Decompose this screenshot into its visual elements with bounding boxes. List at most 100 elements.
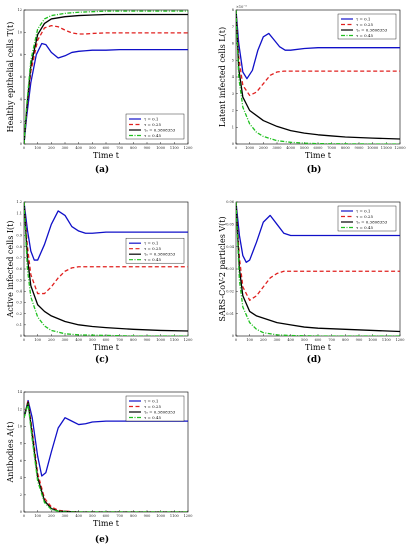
x-tick-label: 400 [75, 338, 82, 342]
y-axis-label: Active infected cells I(t) [6, 221, 15, 319]
y-tick-label: 1.1 [16, 211, 22, 215]
series-line-4 [24, 10, 188, 144]
x-tick-label: 100 [34, 338, 41, 342]
series-line-2 [236, 10, 400, 97]
x-tick-label: 700 [328, 338, 335, 342]
x-tick-label: 4000 [286, 146, 295, 150]
x-axis-label: Time t [93, 343, 120, 352]
y-tick-label: 4 [20, 476, 23, 480]
x-tick-label: 10000 [367, 146, 378, 150]
y-tick-label: 0.05 [226, 223, 234, 227]
y-tick-label: 1 [232, 125, 234, 129]
y-tick-label: 0.2 [16, 312, 22, 316]
y-tick-label: 2 [232, 109, 234, 113]
series-line-1 [24, 42, 188, 144]
y-tick-label: 10 [18, 424, 22, 428]
series-line-1 [236, 202, 400, 263]
x-tick-label: 600 [315, 338, 322, 342]
x-tick-label: 900 [144, 514, 151, 518]
x-tick-label: 700 [116, 338, 123, 342]
series-line-2 [24, 24, 188, 144]
x-tick-label: 1000 [156, 146, 165, 150]
legend-label: τ = 0.45 [144, 415, 161, 420]
legend-label: τ = 0.25 [356, 22, 373, 27]
legend-box [125, 395, 185, 422]
panel-caption: (a) [95, 164, 109, 175]
x-tick-label: 300 [62, 146, 69, 150]
x-tick-label: 500 [89, 338, 96, 342]
y-tick-label: 8 [20, 53, 22, 57]
x-tick-label: 300 [62, 338, 69, 342]
x-tick-label: 400 [75, 514, 82, 518]
x-tick-label: 700 [116, 514, 123, 518]
panel-caption: (c) [95, 354, 109, 365]
x-tick-label: 1200 [396, 338, 405, 342]
x-tick-label: 700 [116, 146, 123, 150]
x-axis-label: Time t [93, 519, 120, 528]
legend-label: τ = 0.45 [144, 133, 161, 138]
y-tick-label: 0.06 [226, 200, 234, 204]
y-tick-label: 2 [20, 493, 22, 497]
y-tick-label: 0.5 [16, 278, 22, 282]
series-line-1 [24, 202, 188, 261]
x-tick-label: 3000 [273, 146, 282, 150]
legend-box [337, 13, 397, 40]
y-tick-label: 4 [20, 98, 23, 102]
plot-frame [23, 201, 189, 337]
x-tick-label: 0 [23, 146, 25, 150]
chart-panel-3: 0 100 200 300 400 500 600 700 800 900 1000 1100 1200… [6, 200, 192, 365]
x-tick-label: 500 [89, 514, 96, 518]
series-line-2 [24, 202, 188, 295]
y-tick-label: 14 [18, 390, 23, 394]
legend-label: τ = 0.45 [356, 33, 373, 38]
x-tick-label: 1200 [184, 514, 193, 518]
x-tick-label: 1000 [368, 338, 377, 342]
y-tick-label: 1 [20, 223, 22, 227]
y-tick-label: 0.04 [226, 245, 235, 249]
series-line-4 [236, 202, 400, 336]
series-line-3 [24, 202, 188, 332]
legend-label: τ = 0.1 [144, 241, 158, 246]
x-tick-label: 200 [48, 338, 55, 342]
y-multiplier: ×10⁻³ [236, 5, 247, 9]
y-tick-label: 6 [232, 42, 234, 46]
x-tick-label: 200 [48, 514, 55, 518]
x-tick-label: 100 [34, 146, 41, 150]
y-tick-label: 0.01 [226, 312, 234, 316]
x-tick-label: 0 [235, 338, 237, 342]
y-tick-label: 0 [20, 142, 22, 146]
chart-panel-5: 0 100 200 300 400 500 600 700 800 900 1000 1100 1200… [6, 390, 192, 545]
x-tick-label: 1000 [156, 338, 165, 342]
x-tick-label: 900 [144, 146, 151, 150]
panel-caption: (b) [307, 164, 322, 175]
x-tick-label: 200 [48, 146, 55, 150]
chart-panel-1: 0 100 200 300 400 500 600 700 800 900 1000 1100 1200… [6, 8, 192, 175]
y-tick-label: 12 [18, 8, 22, 12]
legend-box [337, 205, 397, 232]
x-tick-label: 300 [274, 338, 281, 342]
y-tick-label: 7 [232, 25, 234, 29]
y-tick-label: 0 [20, 510, 22, 514]
series-line-1 [24, 399, 188, 477]
chart-panel-2: 0 1000 2000 3000 4000 5000 6000 7000 8000 9000 100… [218, 5, 406, 175]
legend-label: τ = 0.1 [144, 398, 158, 403]
legend-label: τ₀ = 0.3808353 [356, 27, 388, 32]
y-tick-label: 0.7 [16, 256, 22, 260]
legend-label: τ₀ = 0.3808353 [144, 409, 176, 414]
legend-label: τ = 0.25 [356, 214, 373, 219]
y-tick-label: 6 [20, 459, 22, 463]
x-tick-label: 100 [246, 338, 253, 342]
y-tick-label: 0 [232, 142, 234, 146]
y-tick-label: 0.6 [16, 267, 22, 271]
x-tick-label: 600 [103, 146, 110, 150]
x-tick-label: 500 [301, 338, 308, 342]
series-line-3 [236, 10, 400, 140]
y-tick-label: 12 [18, 407, 22, 411]
x-tick-label: 400 [75, 146, 82, 150]
x-tick-label: 600 [103, 338, 110, 342]
y-tick-label: 6 [20, 75, 22, 79]
series-line-4 [24, 202, 188, 336]
